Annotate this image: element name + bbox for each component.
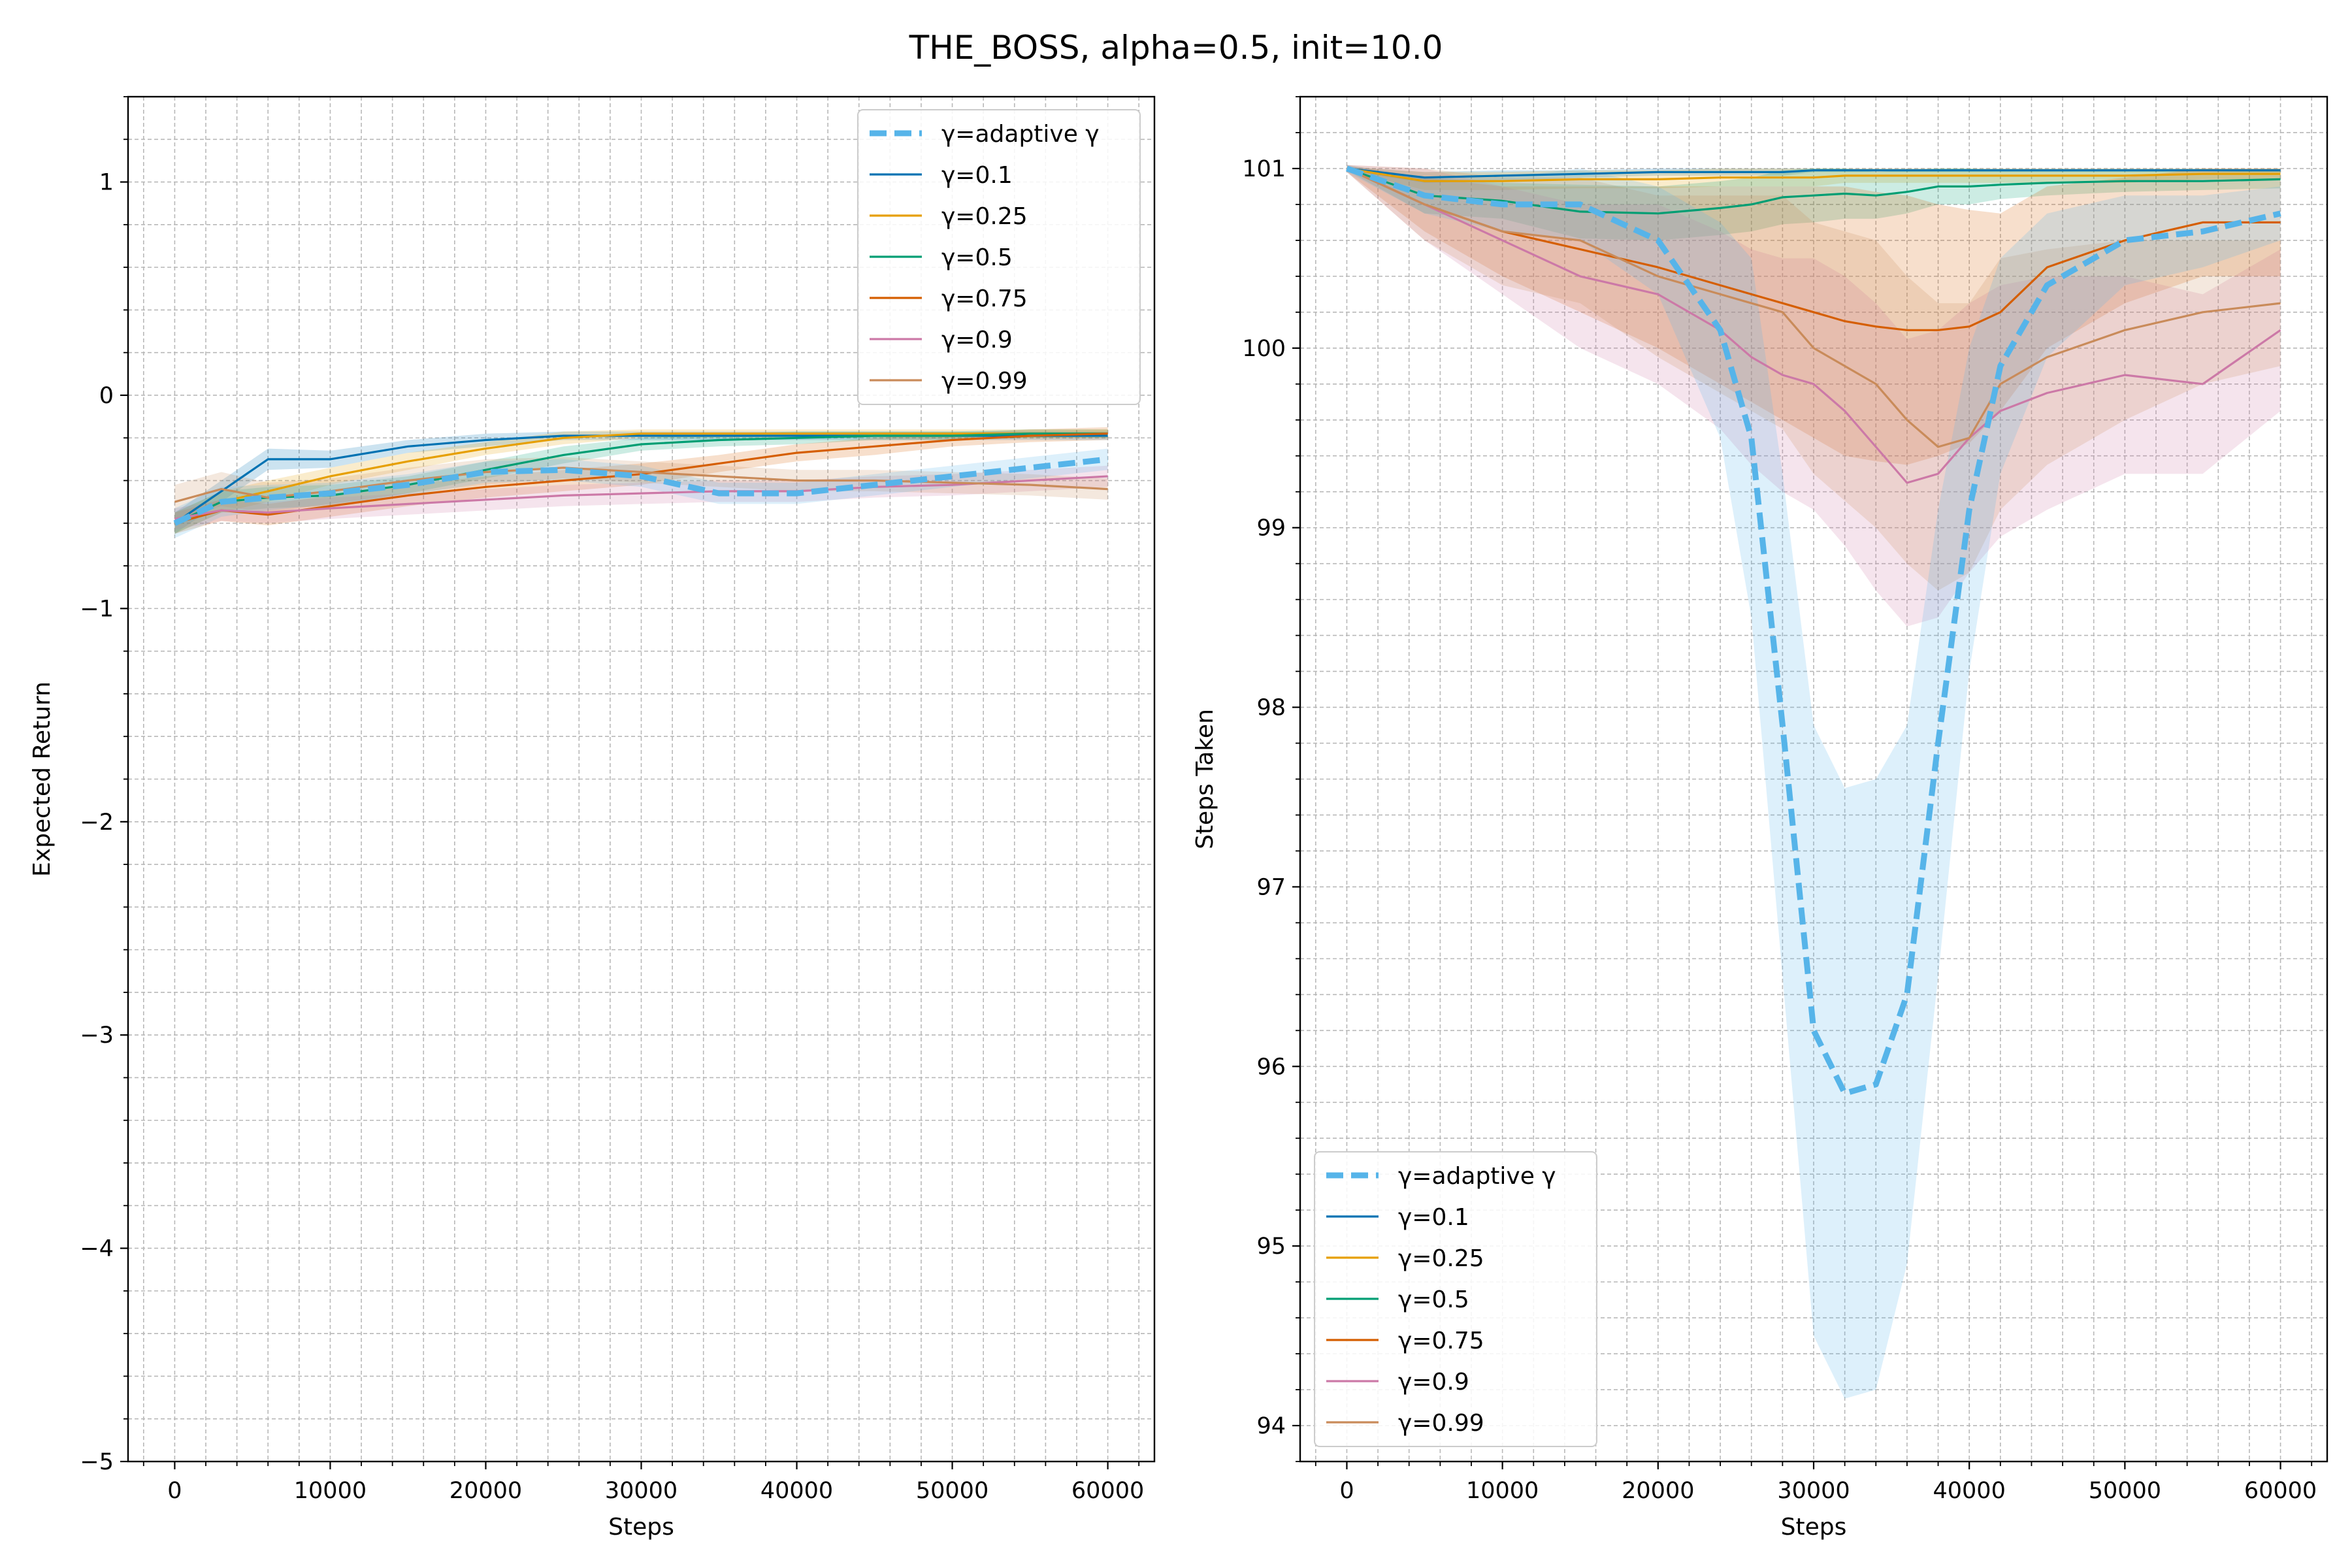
y-ticks: −5 −4 −3 −2 −1 0 1	[80, 96, 128, 1475]
y-tick-label: 100	[1242, 336, 1286, 362]
legend-entry: γ=0.1	[941, 162, 1013, 189]
x-tick-label: 20000	[1622, 1478, 1694, 1504]
y-tick-label: −4	[80, 1236, 114, 1262]
legend-entry: γ=0.9	[1398, 1369, 1469, 1396]
y-tick-label: 98	[1256, 695, 1286, 721]
y-tick-label: 101	[1242, 156, 1286, 182]
x-tick-label: 0	[167, 1478, 182, 1504]
x-ticks: 0 10000 20000 30000 40000 50000 60000	[142, 1462, 1144, 1504]
x-tick-label: 20000	[449, 1478, 522, 1504]
confidence-band	[1347, 165, 2281, 1399]
x-tick-label: 60000	[1071, 1478, 1144, 1504]
right-chart-steps-taken: 0 10000 20000 30000 40000 50000 60000949596979…	[1192, 95, 2328, 1541]
x-tick-label: 10000	[1466, 1478, 1539, 1504]
legend-entry: γ=0.1	[1398, 1204, 1469, 1231]
legend-entry: γ=0.75	[941, 286, 1028, 312]
legend-box	[1314, 1151, 1597, 1447]
series-line	[1347, 167, 2281, 179]
legend-box	[857, 109, 1141, 405]
y-axis-label: Steps Taken	[1192, 709, 1218, 849]
y-tick-label: 97	[1256, 874, 1286, 900]
legend-entry: γ=0.99	[941, 368, 1028, 395]
series-line	[174, 475, 1108, 520]
x-tick-label: 50000	[2089, 1478, 2161, 1504]
confidence-band	[1347, 165, 2281, 591]
legend: γ=adaptive γ γ=0.1 γ=0.25 γ=0.5 γ=0.75 γ=0.9 γ…	[857, 109, 1141, 405]
legend-entry: γ=adaptive γ	[1398, 1163, 1556, 1190]
y-tick-label: 0	[99, 383, 114, 409]
series-line	[1346, 167, 2281, 331]
confidence-band	[174, 427, 1108, 534]
series-line	[1346, 167, 2281, 484]
confidence-band	[174, 465, 1108, 530]
y-tick-label: −2	[80, 809, 114, 836]
legend-entry: γ=0.25	[941, 203, 1028, 230]
y-ticks: 94 95 96 97 98 99 100 101	[1242, 96, 1300, 1462]
x-tick-label: 0	[1339, 1478, 1354, 1504]
series-line	[1346, 167, 2281, 448]
y-tick-label: −5	[80, 1449, 114, 1475]
x-tick-label: 60000	[2244, 1478, 2317, 1504]
confidence-band	[174, 448, 1108, 538]
series-group	[1346, 165, 2281, 1399]
y-tick-label: 96	[1256, 1054, 1286, 1080]
series-line	[174, 433, 1108, 525]
x-tick-label: 30000	[1777, 1478, 1850, 1504]
series-group	[173, 427, 1109, 538]
y-tick-label: 94	[1256, 1413, 1286, 1439]
y-tick-label: 99	[1256, 515, 1286, 542]
x-ticks: 0 10000 20000 30000 40000 50000 60000	[1315, 1462, 2317, 1504]
x-tick-label: 50000	[916, 1478, 988, 1504]
x-tick-label: 40000	[1933, 1478, 2006, 1504]
figure-title: THE_BOSS, alpha=0.5, init=10.0	[909, 29, 1443, 67]
x-axis-label: Steps	[608, 1514, 674, 1541]
series-line	[1347, 167, 2281, 182]
y-tick-label: −1	[80, 596, 114, 622]
y-tick-label: 95	[1256, 1233, 1286, 1260]
confidence-band	[1347, 165, 2281, 627]
legend-entry: γ=0.25	[1398, 1245, 1484, 1272]
series-line	[1346, 167, 2281, 215]
x-axis-label: Steps	[1781, 1514, 1847, 1541]
x-tick-label: 10000	[294, 1478, 367, 1504]
legend-entry: γ=adaptive γ	[941, 121, 1100, 148]
left-chart-expected-return: 0 10000 20000 30000 40000 50000 60000−5−4−3−2−…	[29, 95, 1156, 1541]
confidence-band	[1347, 167, 2281, 240]
confidence-band	[174, 457, 1108, 519]
legend-entry: γ=0.5	[941, 244, 1013, 271]
legend-entry: γ=0.9	[941, 327, 1013, 353]
confidence-band	[174, 429, 1108, 534]
series-line	[174, 433, 1108, 525]
y-axis-label: Expected Return	[29, 681, 56, 877]
series-line	[173, 456, 1109, 526]
legend-entry: γ=0.5	[1398, 1286, 1469, 1313]
x-tick-label: 40000	[760, 1478, 833, 1504]
legend: γ=adaptive γ γ=0.1 γ=0.25 γ=0.5 γ=0.75 γ=0.9 γ…	[1314, 1151, 1597, 1447]
y-tick-label: 1	[99, 170, 114, 196]
confidence-band	[174, 429, 1108, 534]
y-tick-label: −3	[80, 1022, 114, 1049]
series-line	[1346, 165, 2281, 1096]
grid-lines	[128, 96, 1154, 1462]
legend-entry: γ=0.75	[1398, 1328, 1484, 1354]
x-tick-label: 30000	[605, 1478, 678, 1504]
legend-entry: γ=0.99	[1398, 1410, 1484, 1437]
